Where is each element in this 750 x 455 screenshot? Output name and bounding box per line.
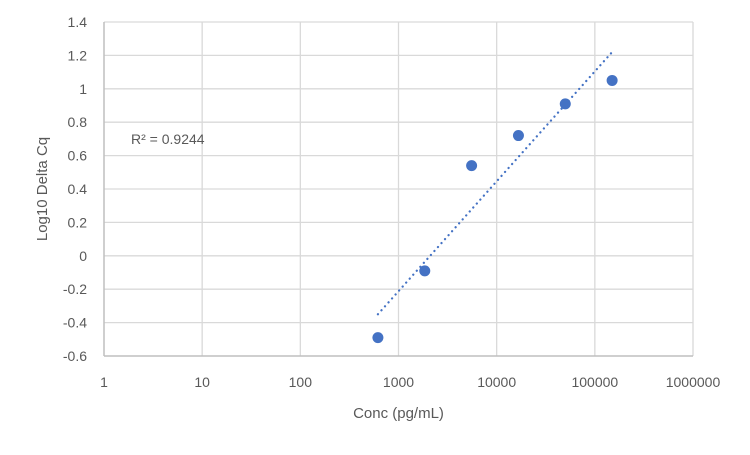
data-point (606, 74, 618, 86)
data-point (372, 332, 384, 344)
data-point (559, 98, 571, 110)
y-tick-label: -0.2 (63, 281, 87, 297)
y-tick-label: -0.4 (63, 315, 87, 331)
data-point (419, 265, 431, 277)
x-tick-label: 100000 (571, 374, 618, 390)
data-points (372, 74, 618, 344)
x-tick-label: 100 (289, 374, 313, 390)
x-tick-label: 10000 (477, 374, 516, 390)
y-tick-label: 0.4 (68, 181, 88, 197)
data-point (466, 160, 478, 172)
x-tick-label: 1000 (383, 374, 414, 390)
axes (103, 22, 693, 357)
x-axis-title: Conc (pg/mL) (353, 405, 444, 422)
trendline-path (376, 50, 614, 316)
y-tick-label: 1.2 (68, 47, 88, 63)
x-tick-label: 1000000 (666, 374, 721, 390)
r-squared-annotation: R² = 0.9244 (131, 131, 205, 147)
data-point (512, 130, 524, 142)
y-tick-label: 0.6 (68, 148, 88, 164)
y-tick-label: 1.4 (68, 14, 88, 30)
y-tick-label: -0.6 (63, 348, 87, 364)
y-tick-label: 0 (79, 248, 87, 264)
tick-labels: 1.4 1.2 1 0.8 0.6 0.4 0.2 0 -0.2 -0.4 -0.6 1 10 100 10… (63, 14, 721, 390)
y-tick-label: 0.2 (68, 214, 88, 230)
x-tick-label: 1 (100, 374, 108, 390)
trendline (376, 50, 614, 316)
y-axis-title: Log10 Delta Cq (34, 137, 51, 241)
x-tick-label: 10 (194, 374, 210, 390)
gridlines (104, 21, 694, 356)
y-tick-label: 1 (79, 81, 87, 97)
y-tick-label: 0.8 (68, 114, 88, 130)
